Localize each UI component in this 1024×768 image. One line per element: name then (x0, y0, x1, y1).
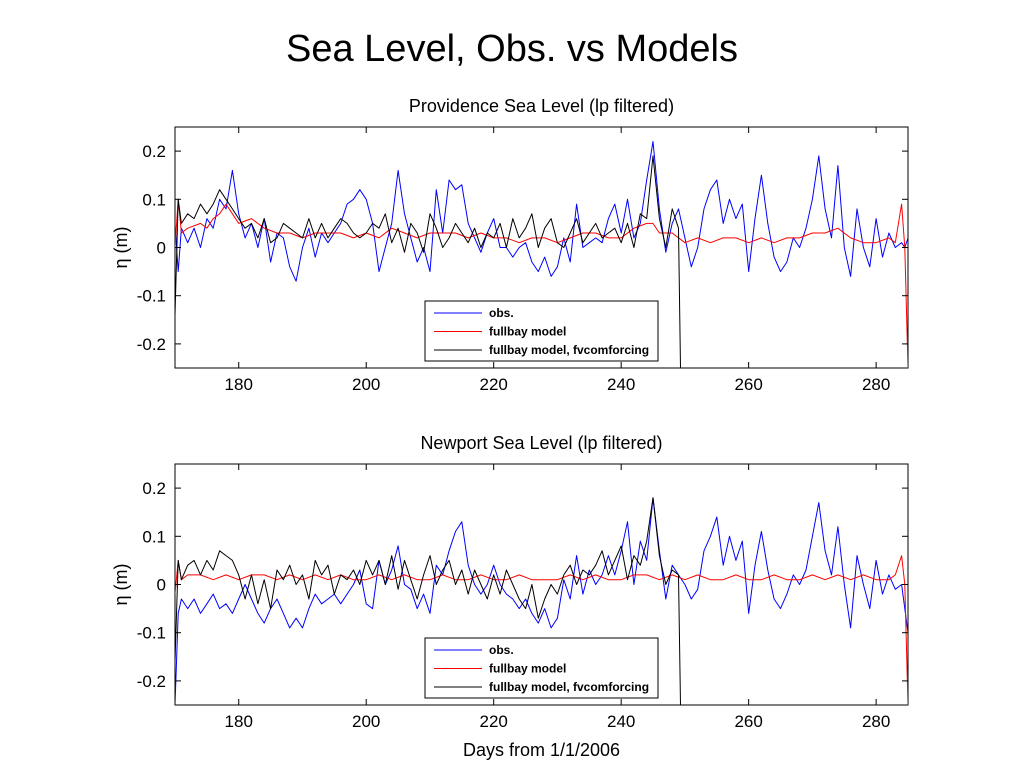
legend-label-obs: obs. (489, 643, 514, 657)
page-title: Sea Level, Obs. vs Models (286, 28, 738, 70)
chart-1: 180 200 220 240 260 280 -0.2 -0.1 0 0.1 0.2 Provide… (111, 96, 909, 394)
series-line-fullbay-model-fvcomforcing (175, 155, 681, 368)
y-tick-label: -0.1 (137, 624, 166, 643)
x-tick-label: 200 (352, 712, 380, 731)
legend-label-fullbay-model-fvcomforcing: fullbay model, fvcomforcing (489, 343, 649, 357)
legend-label-fullbay-model: fullbay model (489, 325, 566, 339)
x-tick-label: 240 (607, 375, 635, 394)
y-tick-label: -0.2 (137, 672, 166, 691)
x-tick-label: 260 (734, 712, 762, 731)
series-line-obs (175, 497, 908, 705)
y-tick-label: 0 (157, 576, 166, 595)
y-tick-label: 0.2 (142, 142, 166, 161)
legend-label-fullbay-model: fullbay model (489, 662, 566, 676)
y-tick-label: 0.2 (142, 479, 166, 498)
y-axis-label: η (m) (111, 227, 131, 269)
x-tick-label: 200 (352, 375, 380, 394)
series-line-fullbay-model (175, 555, 908, 705)
y-tick-label: -0.2 (137, 335, 166, 354)
series-line-obs (175, 141, 908, 282)
series-group (175, 497, 908, 705)
chart-title: Providence Sea Level (lp filtered) (409, 96, 674, 116)
legend: obs. fullbay model fullbay model, fvcomfor… (424, 300, 659, 362)
x-tick-label: 280 (862, 375, 890, 394)
x-tick-label: 220 (480, 375, 508, 394)
series-line-fullbay-model-fvcomforcing (175, 497, 681, 705)
x-tick-label: 180 (225, 375, 253, 394)
legend-label-fullbay-model-fvcomforcing: fullbay model, fvcomforcing (489, 680, 649, 694)
y-tick-label: -0.1 (137, 287, 166, 306)
x-tick-label: 280 (862, 712, 890, 731)
chart-title: Newport Sea Level (lp filtered) (420, 433, 662, 453)
x-tick-label: 220 (480, 712, 508, 731)
y-tick-label: 0.1 (142, 527, 166, 546)
legend-label-obs: obs. (489, 306, 514, 320)
series-line-fullbay-model (175, 198, 908, 368)
x-axis-label: Days from 1/1/2006 (463, 740, 620, 760)
x-tick-label: 260 (734, 375, 762, 394)
legend: obs. fullbay model fullbay model, fvcomfor… (424, 637, 659, 699)
series-group (175, 141, 908, 368)
x-tick-label: 240 (607, 712, 635, 731)
y-axis-label: η (m) (111, 564, 131, 606)
y-tick-label: 0.1 (142, 190, 166, 209)
chart-2: 180 200 220 240 260 280 -0.2 -0.1 0 0.1 0.2 Newport… (111, 433, 909, 760)
y-tick-label: 0 (157, 239, 166, 258)
x-tick-label: 180 (225, 712, 253, 731)
